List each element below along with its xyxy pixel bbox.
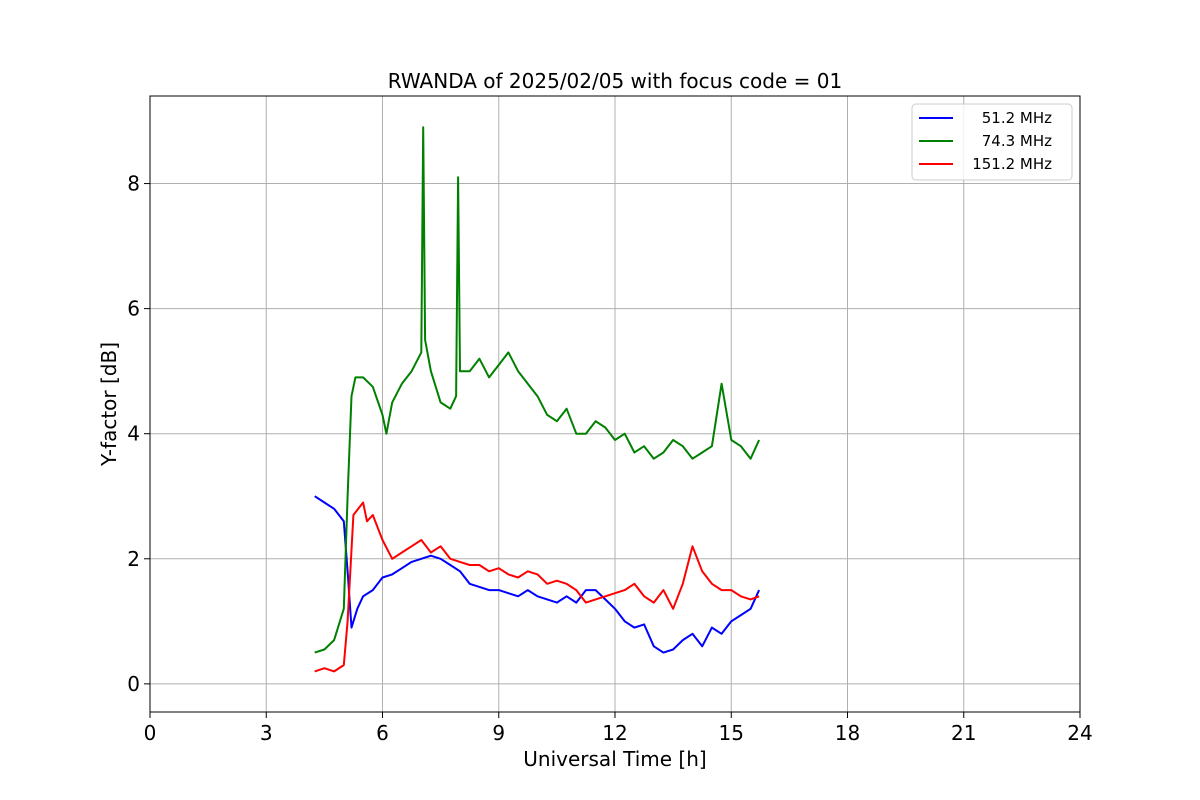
series-layer [314,126,761,673]
x-tick-label: 6 [376,721,389,745]
x-tick-label: 24 [1067,721,1092,745]
series-line-2 [314,126,761,654]
x-tick-label: 21 [951,721,976,745]
series-line-3 [314,501,760,673]
series-line-1 [314,495,761,654]
y-tick-label: 4 [127,422,140,446]
x-tick-label: 15 [719,721,744,745]
x-tick-label: 12 [602,721,627,745]
chart-title: RWANDA of 2025/02/05 with focus code = 0… [388,69,842,93]
x-tick-label: 0 [144,721,157,745]
legend-label-2: 74.3 MHz [982,132,1052,150]
legend-label-3: 151.2 MHz [972,155,1052,173]
legend-box [911,103,1073,181]
x-axis-label: Universal Time [h] [523,747,706,771]
legend: 51.2 MHz 74.3 MHz 151.2 MHz [911,103,1073,181]
x-tick-label: 3 [260,721,273,745]
legend-label-1: 51.2 MHz [982,109,1052,127]
x-tick-label: 9 [492,721,505,745]
y-axis-label: Y-factor [dB] [97,342,121,467]
y-tick-label: 8 [127,172,140,196]
x-tick-label: 18 [835,721,860,745]
y-tick-label: 2 [127,547,140,571]
y-tick-label: 6 [127,297,140,321]
y-tick-label: 0 [127,672,140,696]
